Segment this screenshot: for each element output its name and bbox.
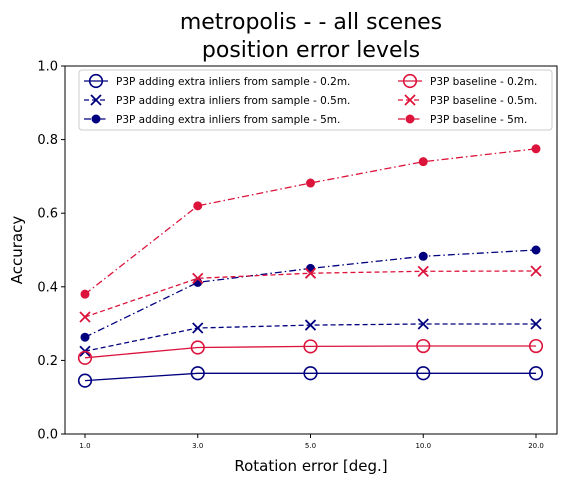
data-point	[304, 267, 317, 279]
y-tick-label: 0.4	[37, 280, 58, 295]
data-point	[190, 366, 205, 381]
marker-stroke	[79, 311, 91, 323]
data-point	[530, 318, 542, 330]
x-tick-label: 1.0	[79, 442, 90, 450]
marker-stroke	[417, 318, 429, 330]
marker-stroke	[404, 94, 416, 106]
data-point	[416, 338, 431, 354]
data-point	[79, 311, 91, 323]
data-point	[303, 339, 318, 354]
legend-entry: P3P adding extra inliers from sample - 0…	[116, 76, 350, 88]
legend-entry: P3P baseline - 0.5m.	[430, 95, 537, 107]
series-line-6	[84, 148, 537, 295]
data-point	[417, 318, 429, 330]
marker-stroke	[530, 265, 542, 277]
series-line-4	[84, 345, 536, 359]
data-point	[418, 157, 428, 167]
marker-stroke	[192, 272, 204, 284]
data-point	[80, 289, 90, 299]
legend-entry: P3P baseline - 0.2m.	[430, 76, 537, 88]
legend-marker	[402, 73, 418, 89]
marker-stroke	[304, 267, 317, 279]
x-tick-label: 10.0	[415, 442, 431, 450]
chart-title-line2: position error levels	[202, 38, 420, 63]
data-point	[304, 319, 317, 331]
legend-marker	[405, 114, 415, 124]
data-point	[190, 340, 205, 355]
y-tick-label: 0.8	[37, 133, 58, 148]
chart-title-line1: metropolis - - all scenes	[180, 10, 442, 35]
marker-stroke	[90, 94, 102, 106]
y-axis-label: Accuracy	[8, 216, 26, 285]
marker-stroke	[304, 319, 317, 331]
data-point	[77, 373, 93, 388]
marker-stroke	[192, 322, 204, 334]
marker-stroke	[530, 318, 542, 330]
y-tick-label: 0.0	[37, 428, 58, 443]
data-point	[531, 144, 541, 154]
data-point	[306, 178, 315, 188]
legend-marker	[91, 114, 101, 124]
data-point	[531, 245, 541, 255]
legend-entry: P3P baseline - 5m.	[430, 114, 527, 126]
data-point	[192, 322, 204, 334]
x-tick-label: 20.0	[528, 442, 544, 450]
legend: P3P adding extra inliers from sample - 0…	[78, 69, 553, 131]
x-tick-label: 5.0	[305, 442, 316, 450]
series-line-5	[84, 270, 537, 318]
data-point	[80, 332, 90, 342]
legend-entry: P3P adding extra inliers from sample - 5…	[116, 114, 340, 126]
data-point	[77, 350, 93, 365]
data-point	[417, 265, 429, 277]
data-point	[192, 272, 204, 284]
series-line-2	[84, 323, 536, 352]
data-point	[303, 366, 318, 381]
y-tick-label: 0.6	[37, 207, 58, 222]
data-point	[418, 251, 428, 261]
legend-marker	[90, 94, 102, 106]
data-point	[416, 366, 431, 381]
legend-marker	[404, 94, 416, 106]
plot-area: 0.0 0.2 0.4 0.6 0.8 1.0 1.0 3.0 5.0 10.0 20.0	[37, 60, 558, 450]
legend-box	[78, 69, 553, 131]
y-tick-label: 1.0	[37, 60, 58, 75]
data-point	[530, 265, 542, 277]
legend-entry: P3P adding extra inliers from sample - 0…	[116, 95, 350, 107]
y-tick-label: 0.2	[37, 354, 58, 369]
x-tick-label: 3.0	[192, 442, 203, 450]
data-point	[528, 338, 544, 354]
data-point	[528, 366, 544, 381]
data-point	[193, 201, 203, 211]
legend-marker	[88, 73, 104, 89]
x-axis-label: Rotation error [deg.]	[234, 457, 387, 475]
series-line-1	[84, 372, 536, 382]
marker-stroke	[417, 265, 429, 277]
